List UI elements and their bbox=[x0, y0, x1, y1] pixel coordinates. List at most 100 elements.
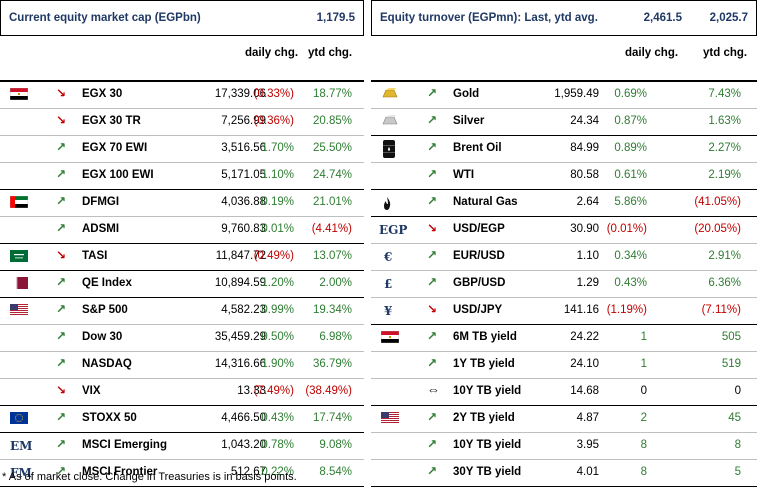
instrument-name: 10Y TB yield bbox=[453, 385, 522, 397]
ytd-change: 6.36% bbox=[708, 277, 741, 289]
arrow-up-icon: ↗ bbox=[56, 275, 67, 289]
instrument-value: 80.58 bbox=[570, 169, 599, 181]
instrument-value: 141.16 bbox=[563, 304, 599, 316]
instrument-name: MSCI Frontier bbox=[82, 466, 158, 478]
table-row: ↘ EGX 30 TR 7,256.99 (0.36%) 20.85% bbox=[0, 109, 364, 136]
instrument-name: DFMGI bbox=[82, 196, 120, 208]
arrow-down-icon: ↘ bbox=[56, 248, 67, 262]
ytd-change: (38.49%) bbox=[305, 385, 352, 397]
ytd-change: 2.91% bbox=[708, 250, 741, 262]
instrument-name: 1Y TB yield bbox=[453, 358, 515, 370]
daily-change: 0.01% bbox=[261, 223, 294, 235]
instrument-name: EGX 30 bbox=[82, 88, 123, 100]
instrument-name: 2Y TB yield bbox=[453, 412, 515, 424]
table-row: EM ↗ MSCI Emerging 1,043.20 0.78% 9.08% bbox=[0, 433, 364, 460]
arrow-up-icon: ↗ bbox=[56, 410, 67, 424]
instrument-name: STOXX 50 bbox=[82, 412, 137, 424]
instrument-value: 3,516.56 bbox=[221, 142, 266, 154]
arrow-up-icon: ↗ bbox=[427, 275, 438, 289]
instrument-name: GBP/USD bbox=[453, 277, 506, 289]
table-row: € ↗ EUR/USD 1.10 0.34% 2.91% bbox=[371, 244, 757, 271]
instrument-value: 9,760.83 bbox=[221, 223, 266, 235]
instrument-value: 13.33 bbox=[237, 385, 266, 397]
daily-change: 0.69% bbox=[614, 88, 647, 100]
table-row: ↗ Brent Oil 84.99 0.89% 2.27% bbox=[371, 136, 757, 163]
eu-flag-icon bbox=[10, 412, 28, 424]
table-row: ¥ ↘ USD/JPY 141.16 (1.19%) (7.11%) bbox=[371, 298, 757, 325]
arrow-down-icon: ↘ bbox=[56, 86, 67, 100]
daily-change: 5.86% bbox=[614, 196, 647, 208]
ytd-change: 519 bbox=[721, 358, 741, 370]
commodities-panel: Equity turnover (EGPmn): Last, ytd avg. … bbox=[371, 0, 757, 487]
instrument-name: TASI bbox=[82, 250, 108, 262]
commodities-column-header: daily chg. ytd chg. bbox=[371, 36, 757, 80]
instrument-name: USD/JPY bbox=[453, 304, 503, 316]
table-row: ↗ Natural Gas 2.64 5.86% (41.05%) bbox=[371, 190, 757, 217]
ytd-change: 36.79% bbox=[312, 358, 352, 370]
table-row: EGP ↘ USD/EGP 30.90 (0.01%) (20.05%) bbox=[371, 217, 757, 244]
instrument-name: Brent Oil bbox=[453, 142, 502, 154]
instrument-name: S&P 500 bbox=[82, 304, 128, 316]
table-row: ↗ ADSMI 9,760.83 0.01% (4.41%) bbox=[0, 217, 364, 244]
table-row: ↗ STOXX 50 4,466.50 0.43% 17.74% bbox=[0, 406, 364, 433]
egypt-flag-icon bbox=[9, 87, 29, 101]
instrument-value: 35,459.29 bbox=[214, 331, 266, 343]
ytd-change: 1.63% bbox=[708, 115, 741, 127]
ytd-change: 9.08% bbox=[319, 439, 352, 451]
daily-change: 8 bbox=[640, 466, 647, 478]
instrument-value: 1.10 bbox=[576, 250, 599, 262]
arrow-up-icon: ↗ bbox=[427, 194, 438, 208]
daily-change: 0.22% bbox=[261, 466, 294, 478]
instrument-name: Dow 30 bbox=[82, 331, 123, 343]
daily-change: (1.19%) bbox=[606, 304, 647, 316]
instrument-value: 24.10 bbox=[570, 358, 599, 370]
instrument-name: WTI bbox=[453, 169, 475, 181]
instrument-value: 4,582.23 bbox=[221, 304, 266, 316]
table-row: ⇔ 10Y TB yield 14.68 0 0 bbox=[371, 379, 757, 406]
table-row: ↗ Gold 1,959.49 0.69% 7.43% bbox=[371, 80, 757, 109]
arrow-up-icon: ↗ bbox=[56, 302, 67, 316]
ytd-change: 17.74% bbox=[312, 412, 352, 424]
instrument-name: VIX bbox=[82, 385, 101, 397]
instrument-value: 4.87 bbox=[576, 412, 599, 424]
instrument-value: 1,043.20 bbox=[221, 439, 266, 451]
table-row: ↘ VIX 13.33 (7.49%) (38.49%) bbox=[0, 379, 364, 406]
instrument-name: 30Y TB yield bbox=[453, 466, 522, 478]
ytd-change: 2.27% bbox=[708, 142, 741, 154]
instrument-name: USD/EGP bbox=[453, 223, 505, 235]
ytd-change: 18.77% bbox=[312, 88, 352, 100]
table-row: ↗ Silver 24.34 0.87% 1.63% bbox=[371, 109, 757, 136]
yen-icon: ¥ bbox=[384, 304, 393, 318]
ytd-change: 24.74% bbox=[312, 169, 352, 181]
instrument-value: 84.99 bbox=[570, 142, 599, 154]
instrument-value: 4.01 bbox=[576, 466, 599, 478]
instrument-value: 1.29 bbox=[576, 277, 599, 289]
table-row: FM ↗ MSCI Frontier 512.67 0.22% 8.54% bbox=[0, 460, 364, 487]
egp-currency-icon: EGP bbox=[379, 223, 408, 237]
table-row: ↗ 10Y TB yield 3.95 8 8 bbox=[371, 433, 757, 460]
instrument-name: 6M TB yield bbox=[453, 331, 517, 343]
arrow-down-icon: ↘ bbox=[427, 221, 438, 235]
daily-change-header: daily chg. bbox=[245, 47, 299, 59]
table-row: ↗ DFMGI 4,036.88 0.19% 21.01% bbox=[0, 190, 364, 217]
instrument-value: 30.90 bbox=[570, 223, 599, 235]
ytd-change: 45 bbox=[728, 412, 741, 424]
arrow-up-icon: ↗ bbox=[427, 140, 438, 154]
ytd-change: 25.50% bbox=[312, 142, 352, 154]
equity-header: Current equity market cap (EGPbn) 1,179.… bbox=[0, 0, 364, 36]
ytd-change: (41.05%) bbox=[694, 196, 741, 208]
ytd-change: 19.34% bbox=[312, 304, 352, 316]
arrow-flat-icon: ⇔ bbox=[427, 382, 440, 397]
turnover-ytd-avg: 2,025.7 bbox=[709, 12, 748, 24]
ytd-change: 7.43% bbox=[708, 88, 741, 100]
daily-change: 8 bbox=[640, 439, 647, 451]
ytd-change: (7.11%) bbox=[701, 304, 741, 316]
turnover-title: Equity turnover (EGPmn): Last, ytd avg. bbox=[380, 12, 598, 24]
commodities-table: ↗ Gold 1,959.49 0.69% 7.43% ↗ Silver 24.34 0.87%… bbox=[371, 80, 757, 487]
ytd-change: (20.05%) bbox=[694, 223, 741, 235]
instrument-name: EUR/USD bbox=[453, 250, 505, 262]
daily-change: 2 bbox=[640, 412, 647, 424]
ytd-change: 20.85% bbox=[312, 115, 352, 127]
flame-icon bbox=[381, 196, 399, 210]
table-row: ↗ Dow 30 35,459.29 0.50% 6.98% bbox=[0, 325, 364, 352]
